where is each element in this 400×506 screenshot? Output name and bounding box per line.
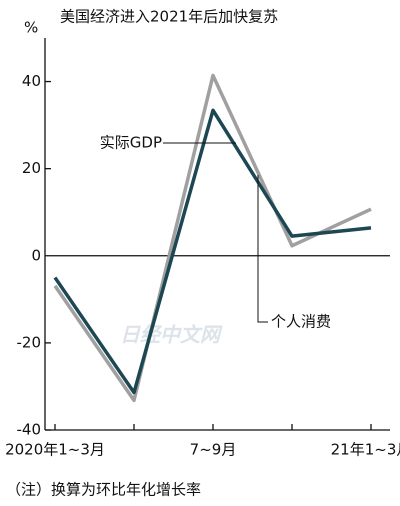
y-tick-label: -40 [17, 421, 42, 439]
x-tick-label: 7~9月 [190, 441, 237, 459]
note: （注）换算为环比年化增长率 [6, 481, 201, 499]
series-line [53, 108, 372, 395]
y-tick-label: 0 [31, 246, 41, 264]
y-tick-label: -20 [17, 333, 42, 351]
y-unit: % [24, 19, 38, 37]
x-tick-label: 21年1~3月 [331, 441, 400, 459]
watermark: 日经中文网 [120, 323, 223, 347]
series-label: 实际GDP [100, 134, 162, 152]
y-tick-label: 20 [22, 159, 41, 177]
x-tick-label: 2020年1~3月 [5, 441, 105, 459]
leader-line [257, 175, 268, 323]
chart-title: 美国经济进入2021年后加快复苏 [60, 8, 278, 26]
series-line [53, 73, 372, 403]
series-label: 个人消费 [271, 313, 331, 331]
y-tick-label: 40 [22, 72, 41, 90]
